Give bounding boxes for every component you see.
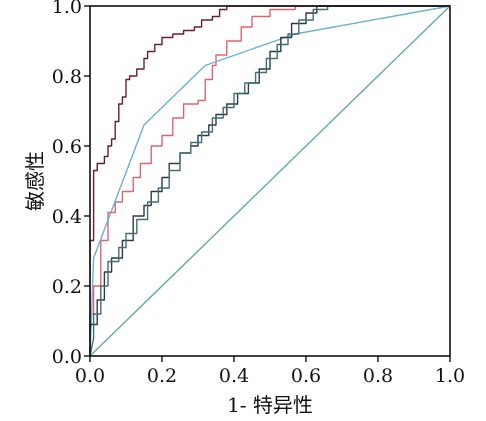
x-axis-title: 1- 特异性: [227, 393, 313, 417]
roc-curve-4: [89, 5, 450, 356]
x-tick-label: 0.0: [75, 365, 105, 387]
x-tick-label: 0.6: [291, 365, 321, 387]
series-layer: [89, 5, 451, 357]
x-tick-label: 0.4: [219, 365, 249, 387]
ticks-layer: 0.0 0.2 0.4 0.6 0.8 1.0 0.0 0.2 0.4 0.6 0.8 1.0: [52, 0, 465, 387]
y-tick-label: 0.4: [52, 206, 82, 228]
plot-frame: [89, 5, 451, 357]
roc-curve-5: [89, 5, 450, 357]
x-tick-label: 1.0: [435, 365, 465, 387]
y-tick-label: 0.6: [52, 136, 82, 158]
y-tick-label: 0.8: [52, 66, 82, 88]
y-tick-label: 1.0: [52, 0, 82, 18]
x-tick-label: 0.2: [147, 365, 177, 387]
x-tick-label: 0.8: [363, 365, 393, 387]
roc-curve-3: [89, 5, 451, 357]
roc-curve-2: [89, 5, 450, 356]
y-tick-label: 0.2: [52, 276, 82, 298]
roc-curve-1: [89, 5, 450, 356]
y-tick-label: 0.0: [52, 346, 82, 368]
roc-curve-6: [89, 5, 451, 357]
y-axis-title: 敏感性: [23, 151, 47, 211]
